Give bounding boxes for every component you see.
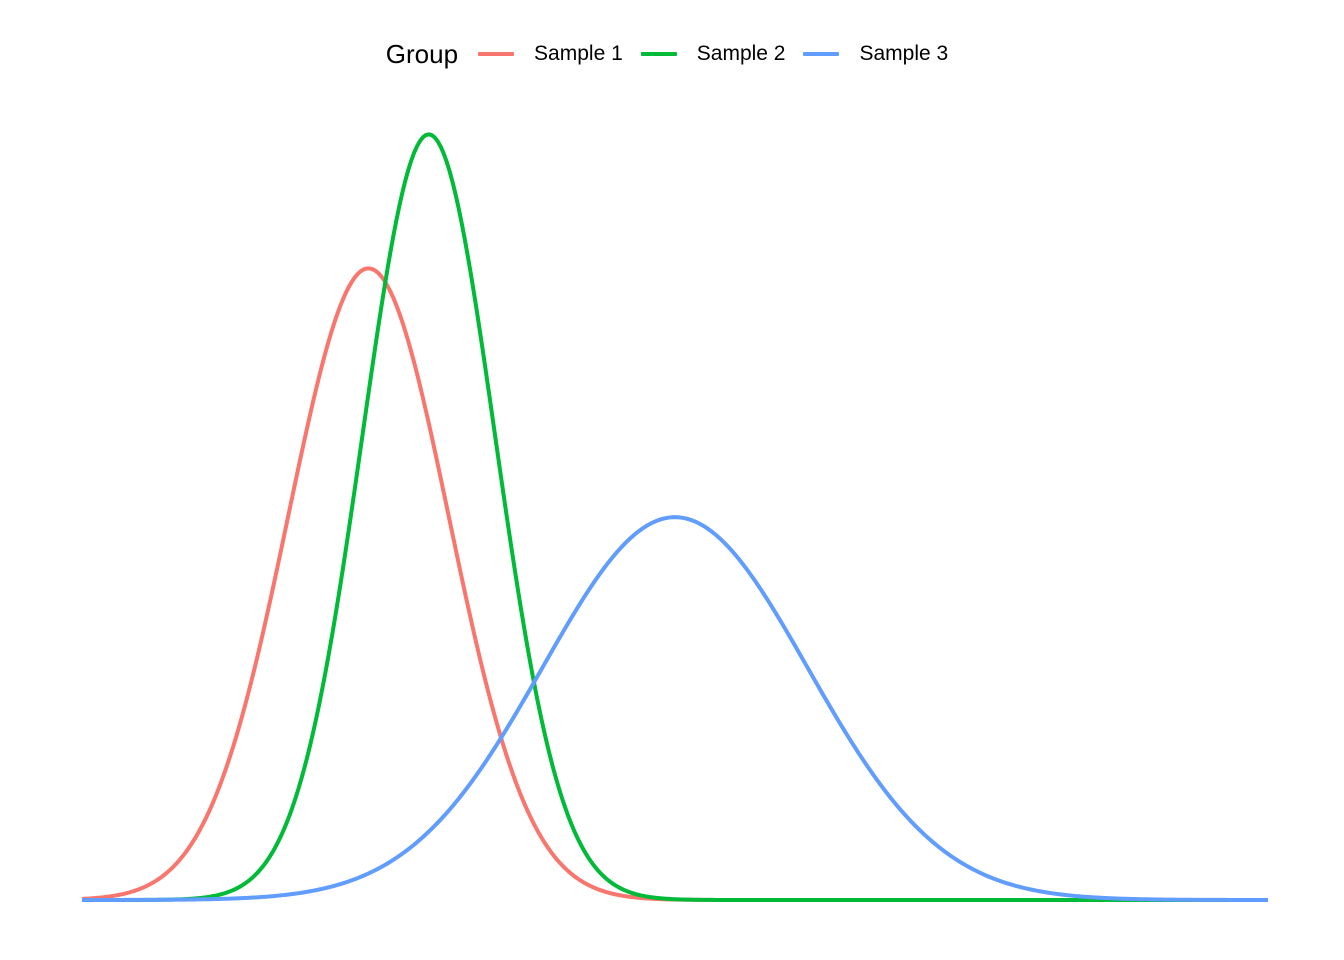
legend-swatch-sample-3 (803, 52, 840, 56)
series-line-sample-3 (82, 515, 1268, 902)
legend-label-sample-3: Sample 3 (859, 42, 949, 65)
series-line-sample-1 (81, 266, 1268, 902)
legend-item-sample-1: Sample 1 (478, 42, 623, 66)
legend-label-sample-1: Sample 1 (534, 42, 623, 65)
legend-title: Group (385, 38, 459, 69)
series-line-sample-2 (82, 132, 1268, 902)
legend-swatch-sample-2 (640, 52, 677, 56)
legend-inner: Group Sample 1 Sample 2 Sample 3 (386, 39, 966, 70)
series-layer (81, 132, 1268, 902)
legend: Group Sample 1 Sample 2 Sample 3 (0, 34, 1344, 74)
legend-swatch-sample-1 (478, 52, 515, 56)
legend-label-sample-2: Sample 2 (696, 42, 786, 65)
legend-item-sample-3: Sample 3 (803, 42, 948, 66)
legend-item-sample-2: Sample 2 (640, 42, 786, 66)
